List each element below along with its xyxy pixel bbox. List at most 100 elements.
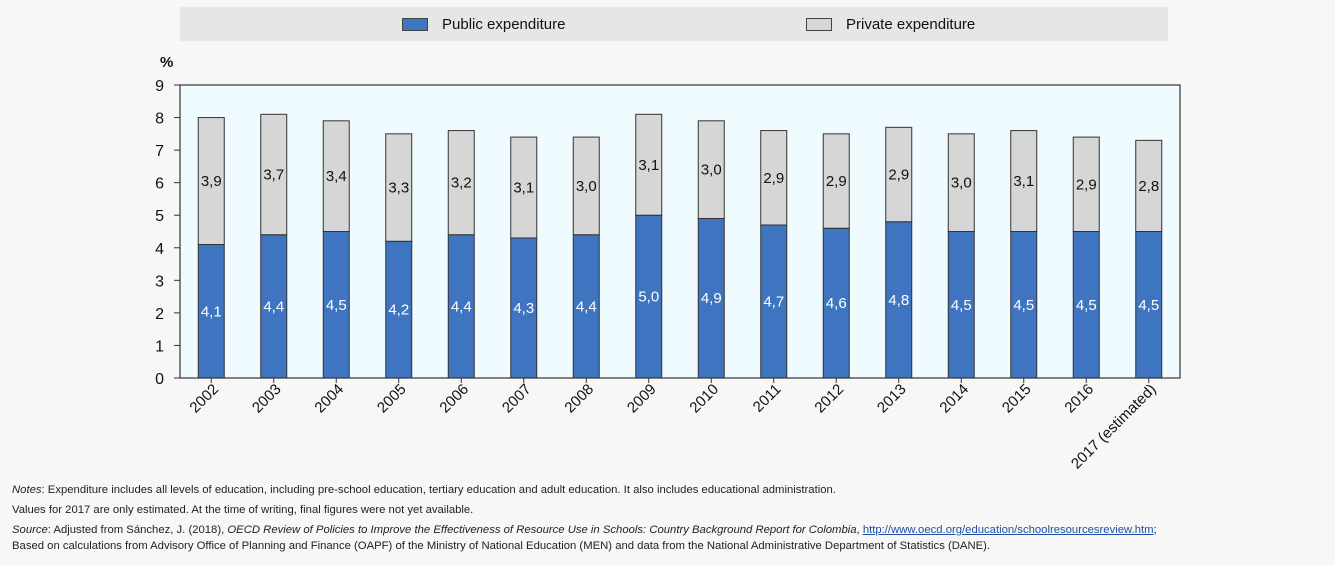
bar-public <box>385 240 413 379</box>
bar-private <box>1072 136 1100 232</box>
bar-private <box>760 130 788 226</box>
bar-private <box>447 130 475 236</box>
legend-swatch-public <box>402 17 428 31</box>
y-tick-label: 8 <box>155 111 164 128</box>
bar-public <box>572 234 600 379</box>
data-label-private: 3,2 <box>451 175 472 192</box>
bar-public <box>322 231 350 379</box>
y-tick-label: 7 <box>155 143 164 160</box>
data-label-public: 4,3 <box>513 300 534 317</box>
data-label-public: 5,0 <box>638 289 659 306</box>
data-label-public: 4,9 <box>701 290 722 307</box>
x-tick-label: 2008 <box>561 381 597 417</box>
source-separator: , <box>856 524 863 536</box>
data-label-public: 4,5 <box>1138 297 1159 314</box>
bar-private <box>1135 139 1163 233</box>
bar-public <box>510 237 538 379</box>
notes-label: Notes <box>12 484 42 496</box>
x-tick-label: 2016 <box>1061 381 1097 417</box>
source-text: : Adjusted from Sánchez, J. (2018), <box>47 524 228 536</box>
bar-public <box>260 234 288 379</box>
y-tick-label: 0 <box>155 371 164 388</box>
notes-text: : Expenditure includes all levels of edu… <box>41 484 836 496</box>
data-label-public: 4,7 <box>763 293 784 310</box>
data-label-public: 4,5 <box>951 297 972 314</box>
x-tick-label: 2015 <box>999 381 1035 417</box>
source-end: ; <box>1153 524 1157 536</box>
data-label-private: 2,9 <box>888 167 909 184</box>
data-label-public: 4,1 <box>201 303 222 320</box>
x-tick-label: 2012 <box>811 381 847 417</box>
y-tick-label: 9 <box>155 78 164 95</box>
data-label-private: 2,8 <box>1138 178 1159 195</box>
data-label-public: 4,4 <box>451 298 472 315</box>
data-label-private: 3,1 <box>638 157 659 174</box>
y-tick-label: 2 <box>155 306 164 323</box>
data-label-public: 4,4 <box>576 298 597 315</box>
bar-public <box>635 214 663 379</box>
data-label-private: 3,0 <box>576 178 597 195</box>
bar-private <box>885 126 913 223</box>
x-tick-label: 2006 <box>436 381 472 417</box>
data-label-public: 4,4 <box>263 298 284 315</box>
data-label-private: 3,9 <box>201 173 222 190</box>
data-label-public: 4,5 <box>1013 297 1034 314</box>
legend-swatch-private <box>806 17 832 31</box>
data-label-private: 3,0 <box>951 175 972 192</box>
chart-legend: Public expenditure Private expenditure <box>180 7 1168 41</box>
source-title: OECD Review of Policies to Improve the E… <box>227 524 857 536</box>
x-tick-label: 2007 <box>499 381 535 417</box>
bar-private <box>697 120 725 219</box>
source-link[interactable]: http://www.oecd.org/education/schoolreso… <box>862 524 1154 536</box>
data-label-private: 3,3 <box>388 180 409 197</box>
bar-private <box>260 113 288 236</box>
y-tick-label: 5 <box>155 208 164 225</box>
data-label-private: 2,9 <box>763 170 784 187</box>
x-tick-label: 2014 <box>936 381 972 417</box>
data-label-private: 3,1 <box>513 180 534 197</box>
bar-public <box>1072 231 1100 379</box>
chart-notes: Notes: Expenditure includes all levels o… <box>12 482 1327 558</box>
data-label-private: 3,4 <box>326 168 347 185</box>
bar-private <box>197 117 225 246</box>
bar-private <box>1010 130 1038 232</box>
y-tick-label: 1 <box>155 338 164 355</box>
data-label-public: 4,6 <box>826 295 847 312</box>
data-label-public: 4,5 <box>1076 297 1097 314</box>
data-label-private: 3,1 <box>1013 173 1034 190</box>
bar-private <box>635 113 663 216</box>
x-tick-label: 2013 <box>874 381 910 417</box>
x-tick-label: 2010 <box>686 381 722 417</box>
bar-public <box>197 244 225 379</box>
y-axis-label: % <box>160 54 173 71</box>
data-label-private: 3,7 <box>263 167 284 184</box>
data-label-private: 2,9 <box>1076 176 1097 193</box>
bar-public <box>447 234 475 379</box>
x-tick-label: 2011 <box>750 381 785 416</box>
plot-frame <box>179 84 1181 379</box>
data-label-private: 2,9 <box>826 173 847 190</box>
data-label-public: 4,8 <box>888 292 909 309</box>
y-tick-label: 4 <box>155 241 164 258</box>
source-label: Source <box>12 524 48 536</box>
legend-item-private: Private expenditure <box>806 15 976 33</box>
data-label-public: 4,5 <box>326 297 347 314</box>
y-tick-label: 6 <box>155 176 164 193</box>
bar-private <box>572 136 600 236</box>
x-tick-label: 2005 <box>374 381 410 417</box>
legend-label-private: Private expenditure <box>846 15 976 33</box>
bar-private <box>322 120 350 232</box>
notes-line: Notes: Expenditure includes all levels o… <box>12 482 1327 498</box>
x-tick-label: 2003 <box>249 381 285 417</box>
stacked-bar-chart: 0 1 2 3 4 5 6 7 8 9% 4,1 3,9 2002 4,4 3,7 2003 4,5 3,4 200… <box>155 54 1181 472</box>
data-label-private: 3,0 <box>701 162 722 179</box>
legend-label-public: Public expenditure <box>442 15 566 33</box>
source-line: Source: Adjusted from Sánchez, J. (2018)… <box>12 522 1327 538</box>
x-tick-label: 2002 <box>186 381 222 417</box>
x-tick-label: 2009 <box>624 381 660 417</box>
estimate-note: Values for 2017 are only estimated. At t… <box>12 504 474 516</box>
bar-private <box>385 133 413 242</box>
legend-item-public: Public expenditure <box>402 15 566 33</box>
source-line-2: Based on calculations from Advisory Offi… <box>12 540 991 552</box>
bar-private <box>822 133 850 229</box>
